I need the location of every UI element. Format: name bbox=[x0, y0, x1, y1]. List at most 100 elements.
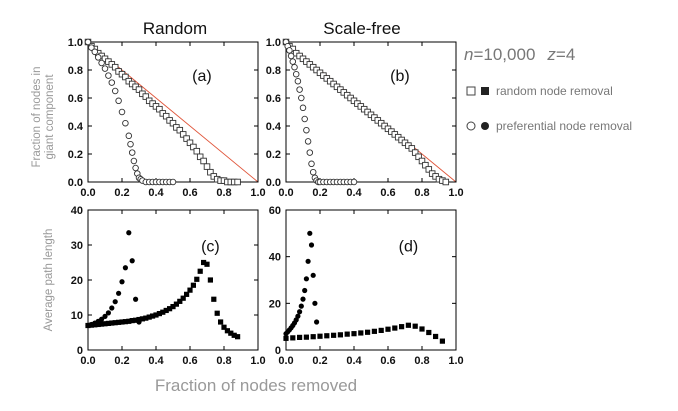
y-tick-label: 0 bbox=[77, 345, 83, 357]
data-point bbox=[105, 310, 111, 316]
plot-frame-b bbox=[285, 41, 457, 183]
data-point bbox=[307, 230, 313, 236]
x-tick-label: 0.0 bbox=[80, 187, 95, 199]
y-tick-label: 60 bbox=[269, 205, 281, 217]
data-point bbox=[231, 332, 237, 338]
data-point bbox=[308, 242, 315, 248]
param-n-value: =10,000 bbox=[473, 45, 535, 64]
data-point bbox=[295, 313, 301, 319]
legend-open-circle bbox=[466, 121, 476, 131]
panel-b: 0.0 0.2 0.4 0.6 0.8 1.0 0.0 0.2 0.4 0.6 0.8 1.0 (b) bbox=[266, 37, 464, 199]
data-point bbox=[235, 334, 241, 340]
y-tick-label: 40 bbox=[71, 205, 83, 217]
panel-d: 0.0 0.2 0.4 0.6 0.8 1.0 0 20 40 60 (d) bbox=[269, 205, 464, 367]
series-open-circle bbox=[84, 38, 177, 186]
data-point bbox=[351, 331, 357, 337]
x-tick-label: 0.4 bbox=[148, 355, 164, 367]
series-filled-circle bbox=[85, 230, 142, 329]
data-point bbox=[310, 272, 316, 278]
data-point bbox=[309, 168, 317, 176]
data-point bbox=[101, 65, 109, 72]
series-filled-square bbox=[85, 259, 241, 340]
data-point bbox=[399, 324, 405, 330]
data-point bbox=[190, 143, 197, 151]
y-tick-label: 0.6 bbox=[68, 93, 83, 105]
panel-label-b: (b) bbox=[390, 68, 410, 85]
data-point bbox=[218, 319, 224, 325]
data-point bbox=[88, 44, 95, 51]
series-open-square bbox=[282, 38, 450, 186]
ylabel-bottom: Average path length bbox=[43, 229, 55, 332]
data-point bbox=[214, 310, 220, 316]
data-point bbox=[196, 153, 204, 161]
legend-filled-square bbox=[481, 87, 489, 95]
x-tick-label: 0.2 bbox=[312, 187, 327, 199]
legend-text-preferential: preferential node removal bbox=[496, 119, 632, 133]
y-tick-label: 0 bbox=[275, 345, 281, 357]
data-point bbox=[300, 296, 306, 302]
data-point bbox=[310, 334, 316, 340]
x-tick-label: 0.0 bbox=[80, 355, 95, 367]
x-tick-label: 1.0 bbox=[250, 187, 265, 199]
data-point bbox=[122, 319, 128, 325]
data-point bbox=[433, 333, 439, 340]
data-point bbox=[201, 259, 207, 266]
data-point bbox=[129, 258, 135, 264]
data-point bbox=[405, 322, 411, 328]
data-point bbox=[287, 52, 295, 60]
data-point bbox=[294, 77, 302, 85]
ylabel-top-line2: giant component bbox=[44, 74, 56, 160]
x-tick-label: 0.4 bbox=[346, 355, 362, 367]
panel-a: 0.0 0.2 0.4 0.6 0.8 1.0 0.0 0.2 0.4 0.6 0.8 1.0 (a) bbox=[68, 37, 266, 199]
y-tick-label: 40 bbox=[269, 252, 281, 264]
panel-label-c: (c) bbox=[201, 239, 220, 256]
plot-frame-d bbox=[285, 209, 457, 351]
data-point bbox=[177, 298, 183, 304]
data-point bbox=[425, 166, 433, 173]
y-tick-label: 1.0 bbox=[68, 37, 83, 49]
data-point bbox=[187, 287, 193, 293]
data-point bbox=[129, 318, 135, 324]
data-point bbox=[204, 261, 210, 267]
data-point bbox=[112, 299, 118, 305]
data-point bbox=[306, 149, 314, 156]
y-tick-label: 0.8 bbox=[68, 65, 83, 77]
data-point bbox=[143, 315, 149, 321]
data-point bbox=[109, 320, 115, 326]
y-tick-label: 0.2 bbox=[266, 149, 281, 161]
y-tick-label: 0.8 bbox=[266, 65, 281, 77]
params-text: n=10,000 z=4 bbox=[464, 45, 575, 64]
y-tick-label: 20 bbox=[269, 298, 281, 310]
data-point bbox=[132, 164, 139, 172]
data-point bbox=[163, 307, 169, 314]
x-tick-label: 0.2 bbox=[114, 187, 129, 199]
y-tick-label: 0.0 bbox=[266, 177, 281, 189]
data-point bbox=[303, 334, 309, 340]
data-point bbox=[160, 309, 166, 315]
data-point bbox=[298, 94, 305, 102]
data-point bbox=[224, 328, 230, 334]
series-open-circle bbox=[282, 38, 358, 186]
data-point bbox=[153, 312, 159, 318]
data-point bbox=[221, 324, 227, 330]
data-point bbox=[411, 149, 419, 156]
x-tick-label: 0.6 bbox=[380, 187, 395, 199]
data-point bbox=[358, 330, 364, 336]
data-point bbox=[162, 112, 170, 120]
data-point bbox=[289, 58, 297, 65]
legend-open-square bbox=[466, 86, 476, 96]
data-point bbox=[116, 319, 122, 325]
data-point bbox=[91, 48, 99, 56]
data-point bbox=[115, 97, 122, 105]
data-point bbox=[298, 303, 304, 309]
x-tick-label: 0.8 bbox=[414, 355, 429, 367]
data-point bbox=[98, 59, 105, 67]
data-point bbox=[290, 335, 296, 341]
data-point bbox=[169, 119, 177, 127]
data-point bbox=[136, 319, 142, 325]
data-point bbox=[142, 93, 150, 100]
data-point bbox=[119, 279, 125, 285]
x-tick-label: 0.8 bbox=[414, 187, 429, 199]
panel-c: 0.0 0.2 0.4 0.6 0.8 1.0 0 10 20 30 40 (c) bbox=[71, 205, 266, 367]
data-point bbox=[385, 326, 391, 332]
